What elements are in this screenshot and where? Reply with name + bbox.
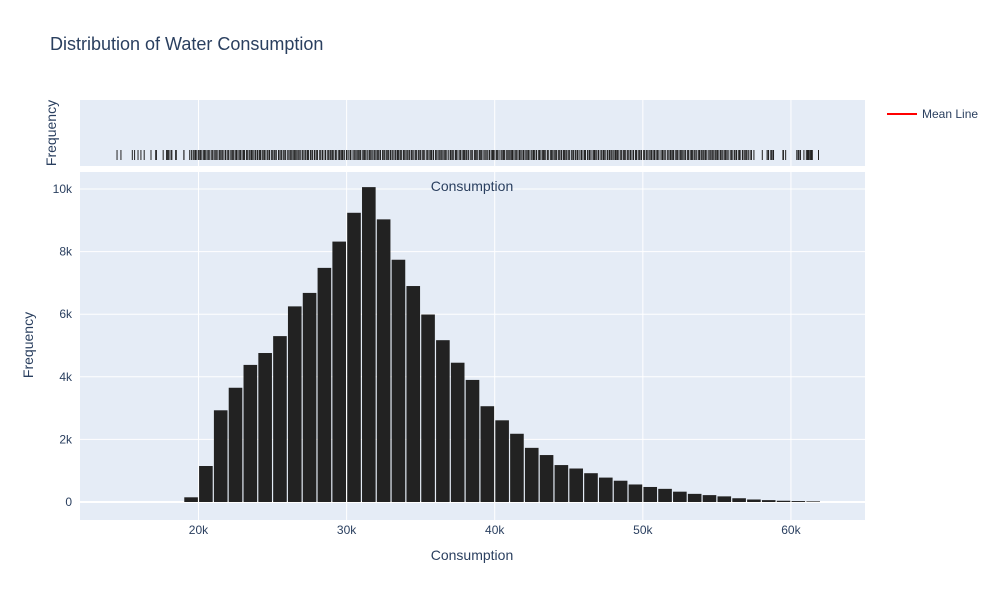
histogram-bar[interactable] — [332, 241, 347, 503]
histogram-bar[interactable] — [184, 497, 198, 502]
chart-title: Distribution of Water Consumption — [50, 34, 323, 54]
histogram-bar[interactable] — [702, 495, 717, 502]
histogram-bar[interactable] — [598, 477, 613, 502]
subplot-title: Consumption — [431, 178, 514, 194]
histogram-bar[interactable] — [391, 259, 406, 502]
y-axis-title: Frequency — [20, 312, 36, 378]
x-tick-label: 40k — [485, 523, 505, 537]
x-tick-label: 60k — [781, 523, 801, 537]
histogram-bar[interactable] — [673, 491, 687, 502]
histogram-bar[interactable] — [613, 480, 628, 502]
histogram-bar[interactable] — [406, 286, 421, 502]
histogram-bars — [184, 187, 820, 503]
y-tick-label: 0 — [65, 495, 72, 509]
histogram-bar[interactable] — [776, 500, 791, 502]
histogram-bar[interactable] — [347, 212, 361, 502]
histogram-bar[interactable] — [480, 406, 495, 502]
histogram-bar[interactable] — [539, 455, 554, 502]
histogram-bar[interactable] — [243, 364, 258, 502]
histogram-bar[interactable] — [436, 340, 450, 502]
histogram-bar[interactable] — [643, 486, 658, 502]
histogram-bar[interactable] — [732, 498, 746, 502]
histogram-bar[interactable] — [302, 292, 317, 502]
x-tick-label: 20k — [189, 523, 209, 537]
histogram-bar[interactable] — [213, 410, 228, 502]
histogram-bar[interactable] — [569, 468, 583, 502]
x-tick-label: 30k — [337, 523, 357, 537]
histogram-bar[interactable] — [287, 306, 302, 502]
histogram-bar[interactable] — [228, 387, 243, 502]
histogram-gridlines — [80, 172, 865, 520]
y-axis-ticks: 0 2k 4k 6k 8k 10k — [53, 182, 73, 509]
histogram-bar[interactable] — [362, 187, 376, 502]
histogram-bar[interactable] — [658, 488, 672, 502]
legend-mean-line-label: Mean Line — [922, 107, 978, 121]
histogram-bar[interactable] — [317, 267, 332, 502]
histogram-bar[interactable] — [747, 499, 761, 502]
y-tick-label: 2k — [59, 432, 73, 446]
rug-y-axis-title: Frequency — [43, 100, 59, 166]
histogram-bar[interactable] — [273, 336, 287, 502]
histogram-bar[interactable] — [495, 420, 509, 502]
x-tick-label: 50k — [633, 523, 653, 537]
y-tick-label: 8k — [59, 245, 73, 259]
histogram-bar[interactable] — [806, 501, 820, 502]
x-axis-title: Consumption — [431, 547, 514, 563]
histogram-bar[interactable] — [717, 496, 732, 502]
histogram-bar[interactable] — [761, 500, 776, 502]
histogram-bar[interactable] — [554, 465, 569, 502]
histogram-bar[interactable] — [687, 493, 702, 502]
histogram-bar[interactable] — [421, 314, 435, 502]
histogram-bar[interactable] — [450, 362, 465, 502]
x-axis-ticks: 20k 30k 40k 50k 60k — [189, 523, 802, 537]
histogram-bar[interactable] — [524, 447, 539, 502]
histogram-bar[interactable] — [199, 466, 213, 502]
y-tick-label: 10k — [53, 182, 73, 196]
histogram-bar[interactable] — [584, 473, 598, 502]
histogram-bar[interactable] — [376, 219, 391, 502]
rug-marks — [116, 150, 820, 160]
y-tick-label: 4k — [59, 370, 73, 384]
histogram-bar[interactable] — [258, 353, 272, 502]
y-tick-label: 6k — [59, 307, 73, 321]
histogram-bar[interactable] — [628, 484, 643, 502]
legend[interactable]: Mean Line — [887, 107, 978, 121]
histogram-bar[interactable] — [465, 379, 480, 502]
histogram-bar[interactable] — [791, 501, 806, 502]
histogram-bar[interactable] — [510, 433, 524, 502]
